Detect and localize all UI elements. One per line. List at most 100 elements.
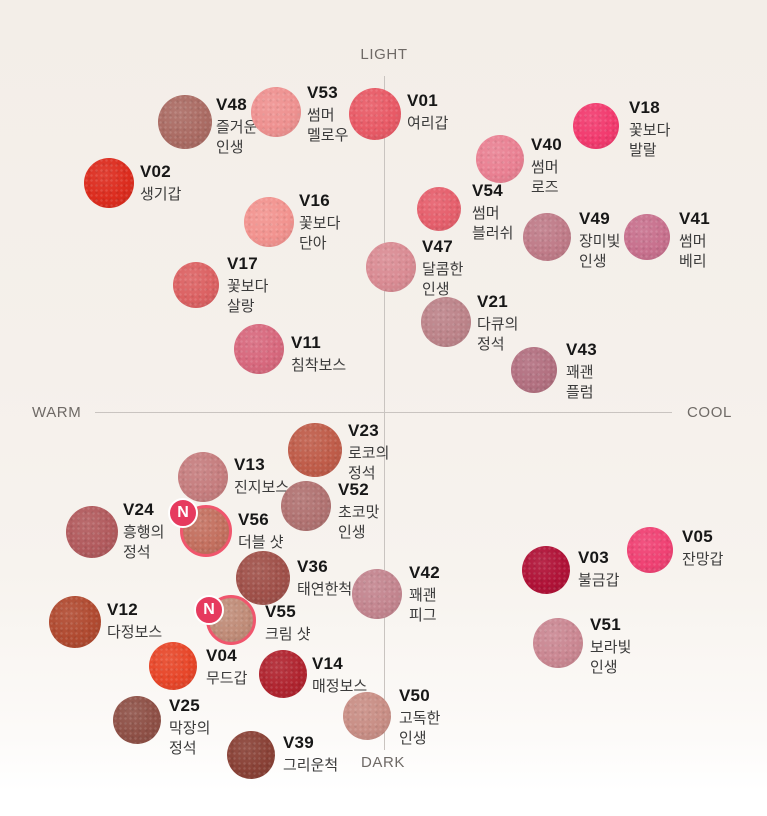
swatch-v47 [366,242,416,292]
swatch-name: 꽃보다 살랑 [227,277,269,316]
swatch-code: V42 [409,563,440,582]
swatch-v14 [259,650,307,698]
swatch-name: 무드갑 [206,669,248,687]
axis-label-light: LIGHT [360,46,408,63]
swatch-code: V53 [307,83,338,102]
swatch-label: V41 썸머 베리 [679,209,710,273]
swatch-name: 여리갑 [407,114,449,132]
swatch-code: V03 [578,548,609,567]
swatch-name: 꽃보다 발랄 [629,121,671,160]
swatch-name: 썸머 로즈 [531,158,559,197]
swatch-label: V16 꽃보다 단아 [299,191,341,255]
swatch-name: 태연한척 [297,580,353,598]
swatch-label: V14 매정보스 [312,654,368,697]
swatch-code: V54 [472,181,503,200]
swatch-name: 로코의 정석 [348,444,390,483]
swatch-code: V47 [422,237,453,256]
swatch-label: V02 생기갑 [140,162,181,205]
swatch-v12 [49,596,101,648]
swatch-v05 [627,527,673,573]
swatch-v17 [173,262,219,308]
swatch-name: 매정보스 [312,677,368,695]
swatch-name: 더블 샷 [238,533,284,551]
swatch-label: V17 꽃보다 살랑 [227,254,269,318]
swatch-code: V56 [238,510,269,529]
swatch-name: 꽤괜 피그 [409,586,437,625]
swatch-v36 [236,551,290,605]
swatch-code: V41 [679,209,710,228]
swatch-label: V55 크림 샷 [265,602,311,645]
axis-label-cool: COOL [687,404,732,421]
swatch-name: 썸머 블러쉬 [472,204,514,243]
swatch-name: 침착보스 [291,356,347,374]
swatch-label: V03 불금갑 [578,548,619,591]
swatch-code: V13 [234,455,265,474]
swatch-code: V52 [338,480,369,499]
swatch-label: V12 다정보스 [107,600,162,643]
swatch-label: V40 썸머 로즈 [531,135,562,199]
swatch-code: V14 [312,654,343,673]
swatch-code: V11 [291,333,321,352]
swatch-v41 [624,214,670,260]
swatch-name: 초코맛 인생 [338,503,380,542]
swatch-v02 [84,158,134,208]
swatch-v53 [251,87,301,137]
swatch-v01 [349,88,401,140]
swatch-v51 [533,618,583,668]
swatch-label: V24 흥행의 정석 [123,500,164,564]
swatch-v52 [281,481,331,531]
swatch-v39 [227,731,275,779]
swatch-name: 꽃보다 단아 [299,214,341,253]
swatch-code: V49 [579,209,610,228]
swatch-v56 [180,505,232,557]
swatch-code: V21 [477,292,508,311]
swatch-code: V55 [265,602,296,621]
swatch-label: V11 침착보스 [291,333,347,376]
swatch-v11 [234,324,284,374]
swatch-v04 [149,642,197,690]
swatch-label: V18 꽃보다 발랄 [629,98,671,162]
swatch-code: V17 [227,254,258,273]
swatch-name: 장미빛 인생 [579,232,621,271]
vertical-axis-line [384,76,385,750]
swatch-label: V51 보라빛 인생 [590,615,631,679]
swatch-name: 고독한 인생 [399,709,441,748]
swatch-label: V13 진지보스 [234,455,289,498]
swatch-code: V39 [283,733,314,752]
swatch-label: V23 로코의 정석 [348,421,390,485]
swatch-v54 [417,187,461,231]
swatch-code: V05 [682,527,713,546]
swatch-v25 [113,696,161,744]
swatch-v42 [352,569,402,619]
swatch-v18 [573,103,619,149]
swatch-name: 썸머 멜로우 [307,106,349,145]
swatch-v50 [343,692,391,740]
swatch-label: V56 더블 샷 [238,510,284,553]
swatch-code: V25 [169,696,200,715]
swatch-code: V24 [123,500,154,519]
swatch-label: V05 잔망갑 [682,527,723,570]
swatch-name: 즐거운 인생 [216,118,258,157]
swatch-code: V40 [531,135,562,154]
swatch-label: V47 달콤한 인생 [422,237,463,301]
swatch-v16 [244,197,294,247]
